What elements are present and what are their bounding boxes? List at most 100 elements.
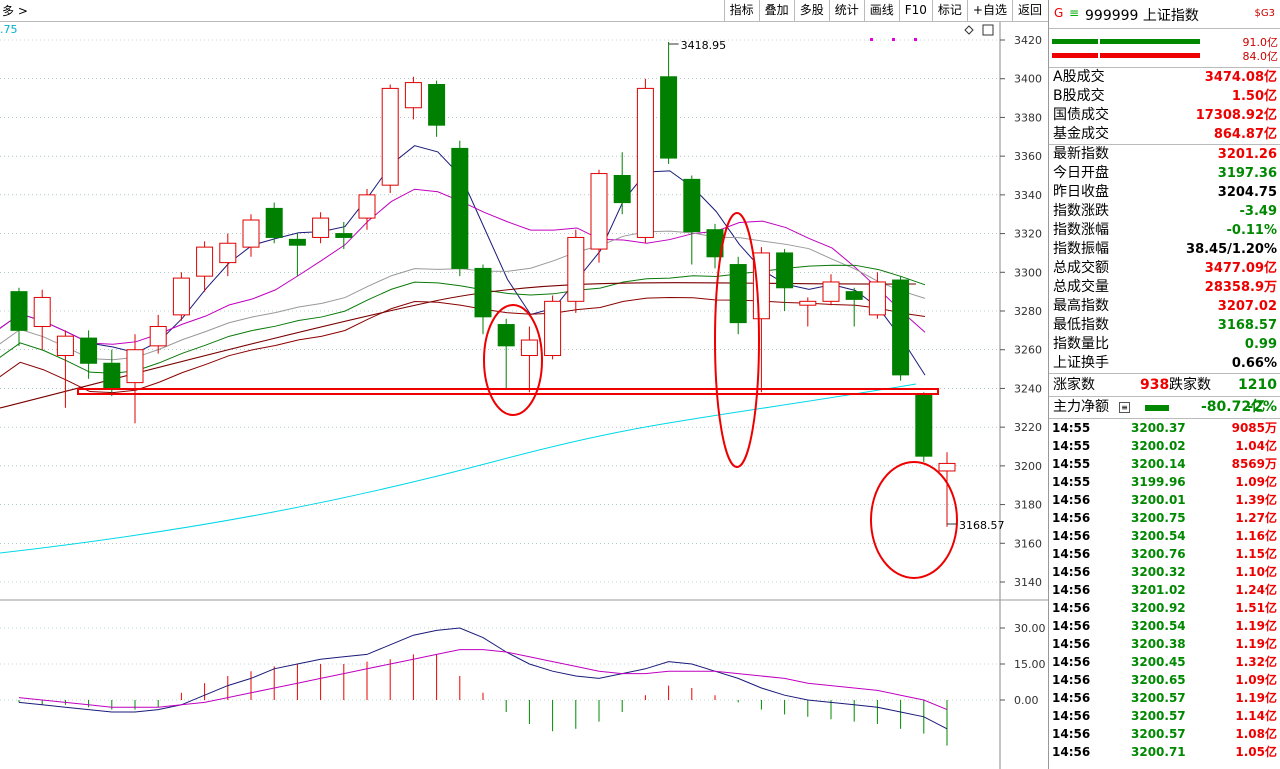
- y-tick-label: 3200: [1014, 460, 1042, 473]
- ma30-line: [0, 264, 926, 374]
- candle-body: [358, 194, 376, 219]
- tick-price: 3200.57: [1131, 727, 1186, 741]
- sub-y-tick-label: 30.00: [1014, 622, 1046, 635]
- tick-time: 14:56: [1052, 619, 1091, 633]
- tick-row: 14:56 3200.92 1.51亿: [1049, 599, 1280, 617]
- toolbar-button[interactable]: 多股: [793, 0, 829, 21]
- candle-body: [288, 238, 306, 246]
- group-icon[interactable]: G: [1054, 6, 1064, 20]
- sell-bar-right: [1100, 53, 1200, 58]
- stat-value: 3204.75: [1217, 185, 1277, 200]
- y-tick-label: 3220: [1014, 421, 1042, 434]
- breadcrumb[interactable]: 多 >: [2, 4, 28, 18]
- tick-volume: 1.32亿: [1235, 655, 1277, 669]
- toolbar-button[interactable]: 指标: [723, 0, 759, 21]
- turnover-row: 国债成交 17308.92亿: [1049, 106, 1280, 125]
- tick-time: 14:56: [1052, 709, 1091, 723]
- toolbar-button[interactable]: 统计: [828, 0, 864, 21]
- y-tick-label: 3420: [1014, 34, 1042, 47]
- tick-row: 14:56 3200.75 1.27亿: [1049, 509, 1280, 527]
- buy-sell-bars: 91.0亿 84.0亿: [1049, 29, 1280, 68]
- tick-price: 3199.96: [1131, 475, 1186, 489]
- candle-body: [172, 277, 190, 316]
- tick-row: 14:55 3200.37 9085万: [1049, 419, 1280, 437]
- candle-body: [103, 362, 121, 389]
- stat-row: 总成交量 28358.9万: [1049, 278, 1280, 297]
- toolbar-button[interactable]: F10: [898, 0, 932, 21]
- candle-body: [312, 217, 330, 238]
- stat-row: 指数量比 0.99: [1049, 335, 1280, 354]
- turnover-label: B股成交: [1053, 88, 1105, 104]
- tick-time: 14:56: [1052, 511, 1091, 525]
- toolbar-button[interactable]: 叠加: [758, 0, 794, 21]
- y-tick-label: 3300: [1014, 266, 1042, 279]
- down-count-label: 跌家数: [1169, 377, 1211, 393]
- tick-price: 3200.32: [1131, 565, 1186, 579]
- tick-price: 3200.54: [1131, 619, 1186, 633]
- candle-body: [474, 267, 492, 318]
- y-tick-label: 3140: [1014, 576, 1042, 589]
- tick-row: 14:56 3200.65 1.09亿: [1049, 671, 1280, 689]
- candle-body: [381, 87, 399, 186]
- tick-list[interactable]: 14:55 3200.37 9085万 14:55 3200.02 1.04亿 14:55 3…: [1049, 419, 1280, 761]
- candle-body: [799, 300, 817, 306]
- y-tick-label: 3260: [1014, 344, 1042, 357]
- turnover-row: B股成交 1.50亿: [1049, 87, 1280, 106]
- tick-row: 14:56 3200.76 1.15亿: [1049, 545, 1280, 563]
- tick-row: 14:56 3201.02 1.24亿: [1049, 581, 1280, 599]
- ma250-line: [0, 383, 917, 554]
- sub-y-tick-label: 15.00: [1014, 658, 1046, 671]
- stat-row: 指数涨幅 -0.11%: [1049, 221, 1280, 240]
- candle-body: [80, 337, 98, 364]
- up-count: 938: [1140, 377, 1170, 393]
- y-tick-label: 3280: [1014, 305, 1042, 318]
- tick-volume: 1.08亿: [1235, 727, 1277, 741]
- toolbar-button[interactable]: 标记: [931, 0, 967, 21]
- tick-row: 14:55 3200.14 8569万: [1049, 455, 1280, 473]
- sg-badge: $G3: [1254, 8, 1275, 19]
- stat-value: 3477.09亿: [1204, 261, 1277, 276]
- candle-body: [428, 84, 446, 126]
- stat-value: 0.66%: [1231, 356, 1277, 371]
- candle-body: [822, 281, 840, 302]
- main-flow-label: 主力净额: [1053, 399, 1109, 415]
- tick-price: 3200.71: [1131, 745, 1186, 759]
- tick-volume: 1.05亿: [1235, 745, 1277, 759]
- tick-volume: 1.39亿: [1235, 493, 1277, 507]
- stat-label: 总成交量: [1053, 279, 1109, 295]
- stat-row: 上证换手 0.66%: [1049, 354, 1280, 373]
- tick-volume: 9085万: [1231, 421, 1277, 435]
- menu-icon[interactable]: ≡: [1069, 6, 1080, 20]
- stat-row: 指数涨跌 -3.49: [1049, 202, 1280, 221]
- candle-body: [196, 246, 214, 277]
- toolbar-button[interactable]: 返回: [1011, 0, 1047, 21]
- tick-price: 3200.57: [1131, 691, 1186, 705]
- buy-bar-left: [1052, 39, 1098, 44]
- tick-volume: 1.19亿: [1235, 637, 1277, 651]
- stat-row: 最高指数 3207.02: [1049, 297, 1280, 316]
- down-count: 1210: [1238, 377, 1277, 393]
- stat-row: 最低指数 3168.57: [1049, 316, 1280, 335]
- toolbar-button[interactable]: +自选: [966, 0, 1012, 21]
- list-icon[interactable]: ≡: [1119, 402, 1130, 413]
- y-tick-label: 3180: [1014, 499, 1042, 512]
- highlight-ellipse: [714, 212, 760, 468]
- toolbar-button[interactable]: 画线: [863, 0, 899, 21]
- candle-body: [590, 173, 608, 250]
- stat-label: 上证换手: [1053, 355, 1109, 371]
- candle-body: [219, 242, 237, 264]
- tick-time: 14:56: [1052, 655, 1091, 669]
- candle-body: [868, 281, 886, 316]
- ma-value-fragment: .75: [0, 23, 18, 36]
- tick-price: 3200.65: [1131, 673, 1186, 687]
- tick-row: 14:55 3200.02 1.04亿: [1049, 437, 1280, 455]
- tick-row: 14:55 3199.96 1.09亿: [1049, 473, 1280, 491]
- up-count-label: 涨家数: [1053, 377, 1095, 393]
- tick-price: 3200.54: [1131, 529, 1186, 543]
- kline-chart[interactable]: 3420 3400 3380 3360 3340 3320 3300 3280 3260 3240…: [0, 0, 1048, 769]
- candle-body: [265, 207, 283, 238]
- tick-row: 14:56 3200.45 1.32亿: [1049, 653, 1280, 671]
- updown-row: 涨家数 938 跌家数 1210: [1049, 374, 1280, 397]
- stats-section: 最新指数 3201.26 今日开盘 3197.36 昨日收盘 3204.75 指数涨跌 -3.…: [1049, 145, 1280, 374]
- tick-time: 14:56: [1052, 727, 1091, 741]
